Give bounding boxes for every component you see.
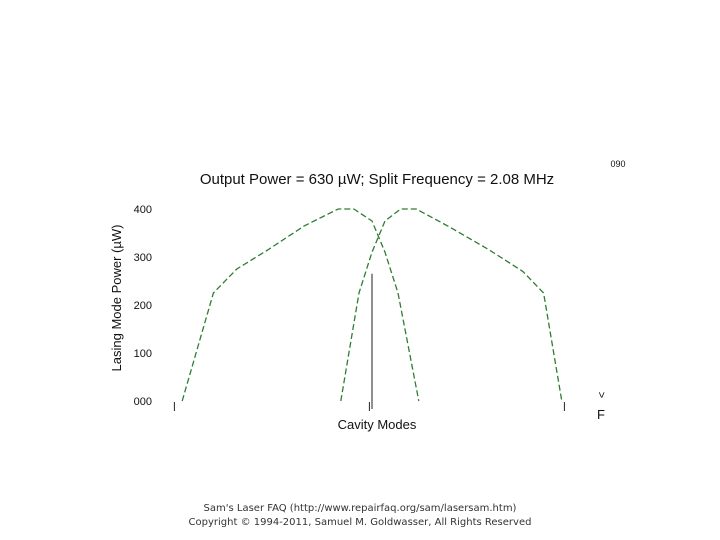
corner-label: 090 xyxy=(610,159,625,169)
x-tick-marks xyxy=(173,402,565,411)
series-line-2 xyxy=(340,208,563,402)
y-tick-label: 100 xyxy=(134,348,152,360)
y-tick-label: 300 xyxy=(134,252,152,264)
y-tick-label: 200 xyxy=(134,300,152,312)
series-line-1 xyxy=(181,208,420,402)
chart-title: Output Power = 630 µW; Split Frequency =… xyxy=(200,171,554,188)
y-tick-labels: 000 100 200 300 400 xyxy=(134,204,152,408)
side-label-top: > xyxy=(595,392,607,398)
x-axis-label: Cavity Modes xyxy=(338,417,417,432)
footer-copyright: Copyright © 1994-2011, Samuel M. Goldwas… xyxy=(188,517,532,528)
footer-source: Sam's Laser FAQ (http://www.repairfaq.or… xyxy=(203,503,517,514)
side-label-bottom: F xyxy=(597,407,605,422)
y-axis-label: Lasing Mode Power (µW) xyxy=(109,225,124,372)
y-tick-label: 400 xyxy=(134,204,152,216)
series-group xyxy=(181,208,563,402)
y-tick-label: 000 xyxy=(134,396,152,408)
